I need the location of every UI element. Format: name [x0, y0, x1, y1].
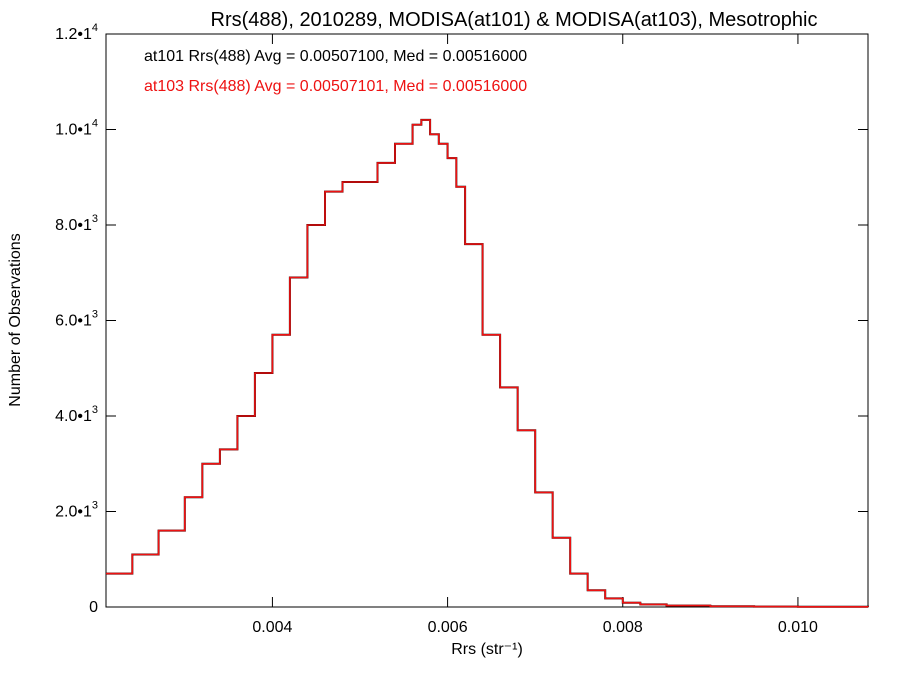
x-tick-label: 0.008	[603, 619, 643, 636]
y-tick-label: 8.0•13	[55, 213, 98, 234]
y-tick-label: 0	[89, 599, 98, 616]
chart-title: Rrs(488), 2010289, MODISA(at101) & MODIS…	[211, 9, 818, 31]
series-layer	[106, 118, 869, 608]
series-at101-line	[106, 118, 869, 608]
plot-frame	[105, 33, 869, 608]
y-tick-label: 6.0•13	[55, 309, 98, 330]
annotation-at103: at103 Rrs(488) Avg = 0.00507101, Med = 0…	[144, 78, 527, 95]
x-axis-ticks: 0.004 0.006 0.008 0.010	[252, 34, 818, 636]
y-axis-label: Number of Observations	[7, 233, 24, 406]
y-tick-label: 2.0•13	[55, 500, 98, 521]
y-tick-label: 1.0•14	[55, 118, 98, 139]
x-tick-label: 0.004	[252, 619, 292, 636]
x-tick-label: 0.006	[428, 619, 468, 636]
y-tick-label: 4.0•13	[55, 404, 98, 425]
annotation-at101: at101 Rrs(488) Avg = 0.00507100, Med = 0…	[144, 48, 527, 65]
x-tick-label: 0.010	[778, 619, 818, 636]
y-tick-label: 1.2•14	[55, 22, 98, 43]
x-axis-label: Rrs (str⁻¹)	[451, 641, 523, 658]
series-at103-line	[106, 119, 869, 608]
y-axis-ticks: 0 2.0•13 4.0•13 6.0•13 8.0•13 1.0•14 1.2•14	[55, 22, 868, 616]
